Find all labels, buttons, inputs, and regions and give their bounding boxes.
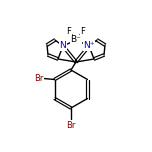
Text: N: N [60,41,66,50]
Text: Br: Br [66,121,76,130]
Text: N⁺: N⁺ [83,41,95,50]
Text: B⁻: B⁻ [71,36,81,45]
Text: Br: Br [34,74,43,83]
Text: F: F [81,26,85,36]
Text: F: F [67,26,71,36]
